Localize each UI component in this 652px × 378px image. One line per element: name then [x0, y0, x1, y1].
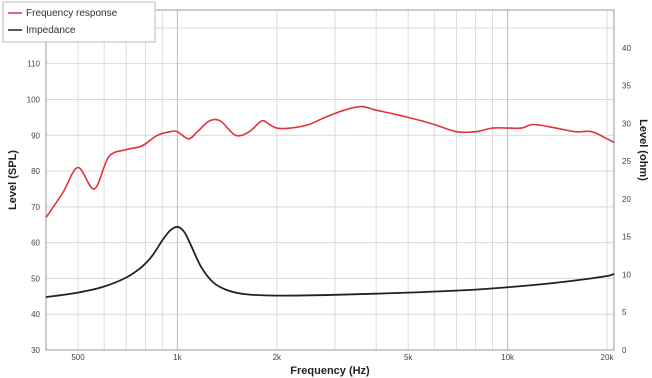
- series-lines: [45, 105, 615, 298]
- x-tick-label: 500: [71, 353, 85, 362]
- left-axis-ticks: 30405060708090100110120: [27, 24, 41, 355]
- y-tick-label: 100: [27, 95, 41, 104]
- y-right-tick-label: 30: [622, 119, 631, 128]
- y-right-tick-label: 15: [622, 233, 631, 242]
- x-tick-label: 1k: [173, 353, 182, 362]
- y-right-tick-label: 0: [622, 346, 627, 355]
- x-tick-label: 20k: [601, 353, 615, 362]
- x-axis-title: Frequency (Hz): [290, 365, 370, 377]
- y-axis-right-title: Level (ohm): [637, 119, 649, 181]
- x-tick-label: 2k: [273, 353, 282, 362]
- grid-lines: [45, 10, 614, 351]
- y-tick-label: 40: [31, 310, 40, 319]
- y-right-tick-label: 35: [622, 82, 631, 91]
- y-right-tick-label: 40: [622, 44, 631, 53]
- y-right-tick-label: 25: [622, 157, 631, 166]
- y-right-tick-label: 5: [622, 308, 627, 317]
- series-line-impedance: [45, 225, 615, 298]
- legend-label-impedance: Impedance: [26, 25, 76, 36]
- y-tick-label: 50: [31, 274, 40, 283]
- y-right-tick-label: 20: [622, 195, 631, 204]
- y-axis-title: Level (SPL): [7, 150, 19, 210]
- x-tick-label: 5k: [404, 353, 413, 362]
- y-tick-label: 90: [31, 131, 40, 140]
- y-tick-label: 80: [31, 167, 40, 176]
- legend-label-frequency-response: Frequency response: [26, 8, 118, 19]
- y-tick-label: 60: [31, 239, 40, 248]
- x-axis-ticks: 500 1k 2k 5k 10k 20k: [71, 353, 614, 362]
- legend-box: [2, 1, 156, 43]
- y-tick-label: 30: [31, 346, 40, 355]
- y-tick-label: 110: [27, 60, 40, 69]
- right-axis-ticks: 0 5 10 15 20 25 30 35 40: [622, 44, 631, 355]
- x-tick-label: 10k: [501, 353, 515, 362]
- y-tick-label: 70: [31, 203, 40, 212]
- series-line-frequency-response: [45, 105, 615, 219]
- legend: Frequency response Impedance: [2, 1, 156, 43]
- plot-frame: [45, 9, 615, 351]
- y-right-tick-label: 10: [622, 270, 631, 279]
